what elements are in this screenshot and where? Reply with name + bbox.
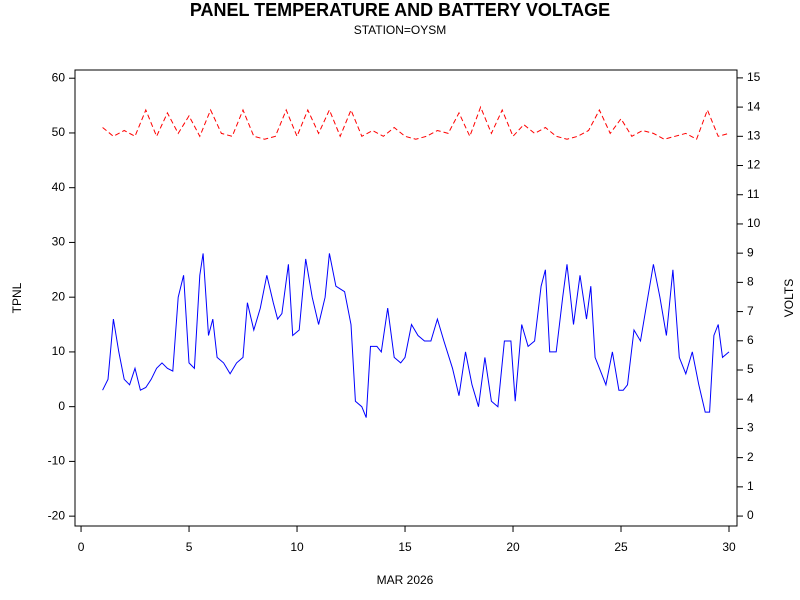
y2-tick-label: 1 [747,479,754,493]
y2-tick-label: 7 [747,304,754,318]
y-axis-label: TPNL [10,282,24,313]
y2-tick-label: 13 [747,128,761,142]
y2-tick-label: 15 [747,70,761,84]
x-tick-label: 20 [506,540,520,554]
y-tick-label: 60 [52,70,66,84]
y2-tick-label: 11 [747,187,760,201]
y2-tick-label: 14 [747,99,761,113]
x-tick-label: 10 [290,540,304,554]
y2-tick-label: 2 [747,450,754,464]
y-tick-label: -20 [48,508,66,522]
x-axis-label: MAR 2026 [377,573,434,587]
y-tick-label: 30 [52,235,66,249]
y2-tick-label: 9 [747,245,754,259]
x-tick-label: 25 [614,540,628,554]
series-line [102,105,730,140]
y2-tick-label: 3 [747,421,754,435]
chart-title: PANEL TEMPERATURE AND BATTERY VOLTAGE [190,0,610,20]
y-tick-label: 0 [58,399,65,413]
y2-tick-label: 10 [747,216,761,230]
y-tick-label: -10 [48,454,66,468]
y2-tick-label: 5 [747,362,754,376]
x-tick-label: 30 [722,540,736,554]
y2-tick-label: 8 [747,275,754,289]
chart-subtitle: STATION=OYSM [354,23,447,37]
x-tick-label: 0 [78,540,85,554]
y-tick-label: 40 [52,180,66,194]
y-tick-label: 20 [52,289,66,303]
y2-axis-label: VOLTS [782,279,796,317]
y-tick-label: 50 [52,125,66,139]
y2-tick-label: 12 [747,158,761,172]
y2-tick-label: 6 [747,333,754,347]
x-tick-label: 5 [186,540,193,554]
x-tick-label: 15 [398,540,412,554]
y2-tick-label: 0 [747,508,754,522]
y-tick-label: 10 [52,344,66,358]
y2-tick-label: 4 [747,391,754,405]
series-line [102,253,730,418]
plot-frame [74,69,738,527]
